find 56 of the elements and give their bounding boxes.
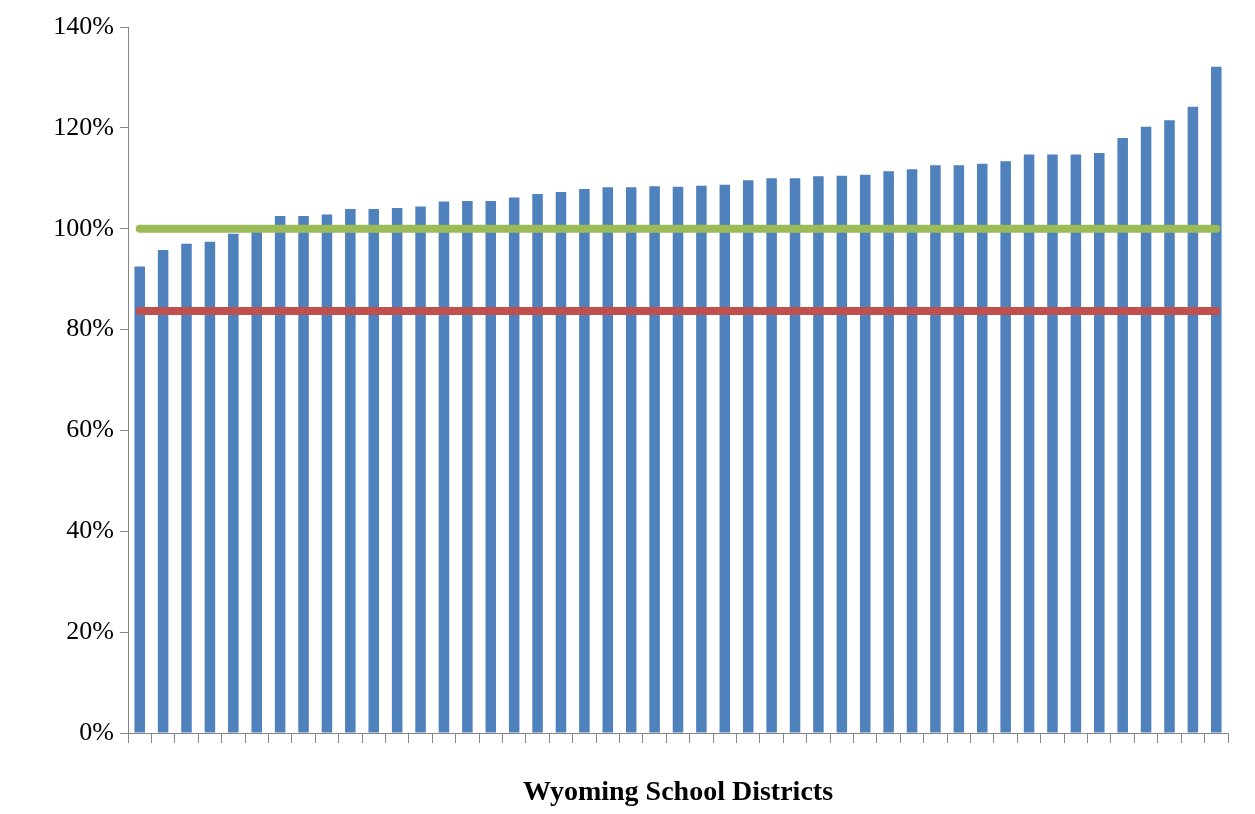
bar (251, 231, 262, 733)
bar (672, 186, 684, 733)
bar (883, 171, 894, 733)
bar (719, 184, 731, 733)
y-tick-label: 140% (53, 10, 114, 40)
bar (579, 188, 590, 733)
bar (1187, 106, 1199, 733)
y-tick-label: 0% (79, 716, 114, 746)
bar (1000, 161, 1011, 733)
bar (181, 243, 192, 733)
bar (742, 180, 754, 733)
bar (859, 174, 871, 733)
bar (906, 169, 918, 733)
bar (134, 266, 145, 733)
bar (345, 209, 356, 733)
bar (274, 216, 286, 733)
bar (485, 200, 497, 733)
bar (1140, 126, 1152, 733)
bar (1023, 154, 1035, 733)
bar (766, 178, 777, 733)
bar (1047, 154, 1058, 733)
y-tick-label: 100% (53, 212, 114, 242)
bar (555, 191, 567, 733)
bar (976, 163, 988, 733)
bar (298, 216, 309, 733)
bar (696, 185, 707, 733)
bar (1117, 137, 1128, 733)
bar (953, 165, 965, 733)
y-tick-label: 20% (66, 615, 114, 645)
y-tick-label: 120% (53, 111, 114, 141)
bar (532, 193, 543, 733)
bar (508, 197, 520, 733)
bar (789, 178, 801, 733)
bar (391, 208, 403, 733)
bar (368, 209, 380, 733)
bar (415, 206, 426, 733)
bar (157, 249, 169, 733)
bar (228, 233, 239, 733)
bar (813, 176, 824, 733)
bar (836, 175, 848, 733)
bar (930, 165, 941, 733)
y-tick-label: 40% (66, 515, 114, 545)
bar (602, 187, 614, 733)
bar (625, 187, 637, 733)
bar (1094, 153, 1105, 733)
x-axis-title: Wyoming School Districts (522, 775, 834, 807)
bar (1070, 154, 1082, 733)
bar (438, 201, 450, 733)
bar (321, 214, 333, 733)
bar (1164, 120, 1175, 733)
bar (649, 186, 660, 733)
bar (1211, 66, 1222, 733)
y-tick-label: 80% (66, 313, 114, 343)
bar (204, 241, 216, 733)
bar (462, 200, 473, 733)
y-tick-label: 60% (66, 414, 114, 444)
